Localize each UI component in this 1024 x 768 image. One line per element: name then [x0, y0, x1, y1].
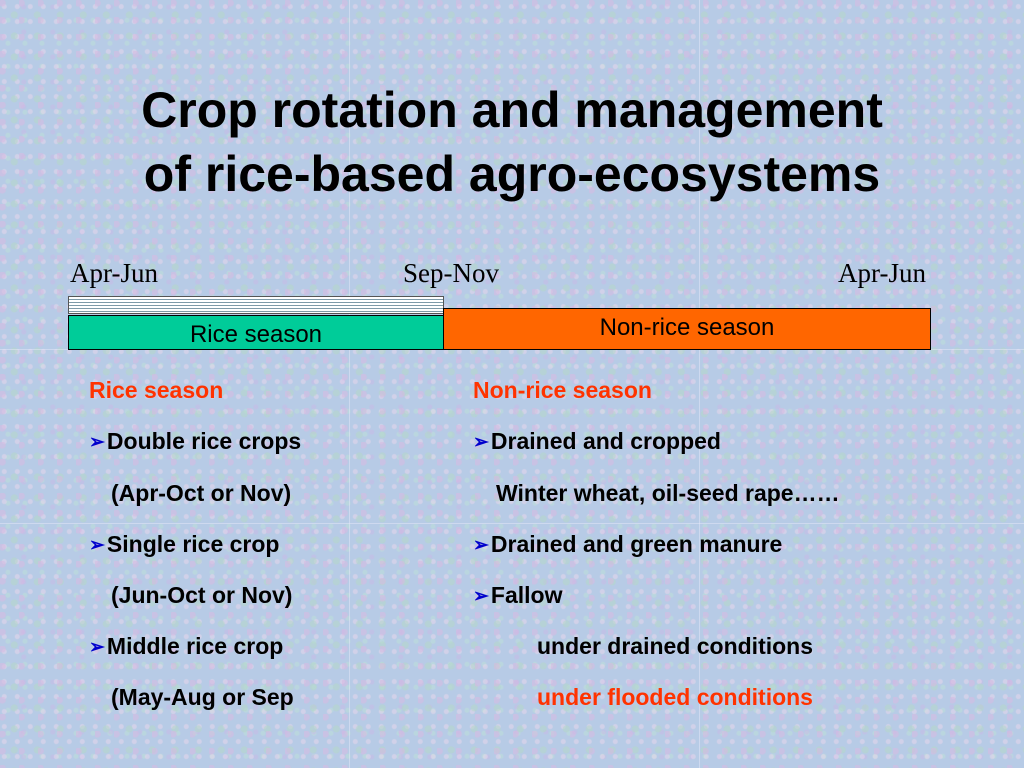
timeline-label-end: Apr-Jun — [838, 258, 926, 288]
rice-item-1-text: Double rice crops — [106, 428, 302, 454]
right-arrow-icon: ➢ — [473, 535, 489, 556]
nonrice-item-3: ➢Fallow — [473, 581, 562, 611]
timeline-label-middle: Sep-Nov — [403, 258, 499, 288]
rice-item-3-text: Middle rice crop — [106, 633, 284, 659]
rice-item-2-detail: (Jun-Oct or Nov) — [111, 582, 293, 608]
right-arrow-icon: ➢ — [473, 432, 489, 453]
right-arrow-icon: ➢ — [89, 535, 105, 556]
background-seam — [349, 0, 350, 768]
title-line-1: Crop rotation and management — [141, 82, 883, 138]
right-arrow-icon: ➢ — [89, 637, 105, 658]
nonrice-item-1-text: Drained and cropped — [490, 428, 721, 454]
rice-heading: Rice season — [89, 377, 224, 403]
timeline-label-start: Apr-Jun — [70, 258, 158, 288]
rice-item-1-detail: (Apr-Oct or Nov) — [111, 480, 292, 506]
rice-item-1: ➢Double rice crops — [89, 427, 301, 457]
nonrice-item-3-detail-drained: under drained conditions — [537, 633, 814, 659]
rice-season-bar: Rice season — [68, 315, 444, 350]
right-arrow-icon: ➢ — [89, 432, 105, 453]
nonrice-season-bar: Non-rice season — [443, 308, 931, 350]
slide-title: Crop rotation and management of rice-bas… — [0, 78, 1024, 206]
nonrice-item-3-text: Fallow — [490, 582, 563, 608]
nonrice-heading: Non-rice season — [473, 377, 652, 403]
nonrice-item-1-detail: Winter wheat, oil-seed rape…… — [496, 480, 840, 506]
right-arrow-icon: ➢ — [473, 586, 489, 607]
nonrice-item-1: ➢Drained and cropped — [473, 427, 721, 457]
nonrice-item-2-text: Drained and green manure — [490, 531, 783, 557]
rice-season-bar-label: Rice season — [189, 320, 323, 348]
rice-item-3-detail: (May-Aug or Sep — [111, 684, 294, 710]
rice-item-3: ➢Middle rice crop — [89, 632, 283, 662]
flooded-water-pattern — [68, 296, 444, 314]
background-seam — [0, 523, 1024, 524]
rice-item-2: ➢Single rice crop — [89, 530, 279, 560]
nonrice-season-bar-label: Non-rice season — [599, 314, 775, 341]
rice-item-2-text: Single rice crop — [106, 531, 280, 557]
background-seam — [699, 0, 700, 768]
title-line-2: of rice-based agro-ecosystems — [143, 146, 881, 202]
nonrice-item-3-detail-flooded: under flooded conditions — [537, 684, 813, 710]
nonrice-item-2: ➢Drained and green manure — [473, 530, 782, 560]
